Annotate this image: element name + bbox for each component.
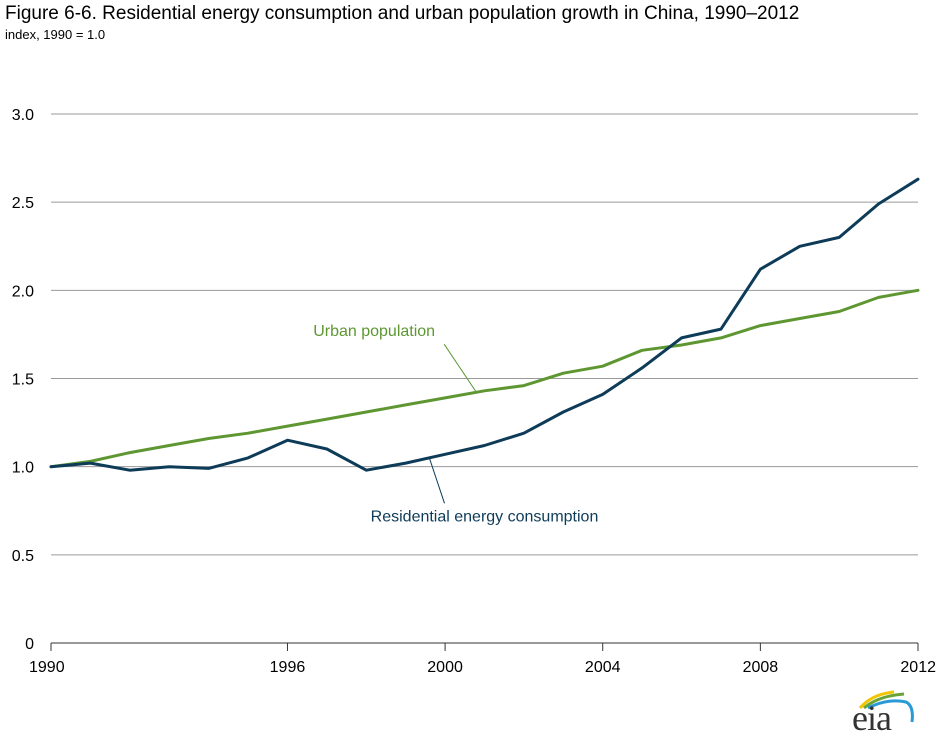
chart-subtitle: index, 1990 = 1.0: [5, 27, 106, 42]
y-tick-label: 0.5: [12, 548, 34, 565]
x-axis: 1990 1996 2000 2004 2008 2012: [29, 642, 936, 676]
eia-logo: [848, 688, 918, 734]
y-tick-label: 1.5: [12, 372, 34, 389]
y-tick-label: 3.0: [12, 107, 34, 124]
x-tick-label: 2008: [743, 659, 779, 676]
x-tick-label: 1996: [270, 659, 306, 676]
series-line-residential-energy: [49, 177, 920, 472]
series-labels: Urban population Residential energy consu…: [313, 323, 598, 525]
leader-line: [443, 343, 478, 393]
y-tick-label: 2.0: [12, 283, 34, 300]
series-line-urban-population: [49, 288, 920, 469]
chart-title: Figure 6-6. Residential energy consumpti…: [5, 3, 800, 24]
y-tick-label: 2.5: [12, 195, 34, 212]
series-label: Urban population: [313, 323, 435, 340]
y-tick-label: 1.0: [12, 460, 34, 477]
leader-line: [428, 457, 445, 504]
x-tick-label: 2012: [900, 659, 936, 676]
series-lines: [49, 177, 920, 472]
x-tick-label: 2000: [427, 659, 463, 676]
y-tick-label: 0: [25, 636, 34, 653]
gridlines: [51, 113, 918, 556]
y-axis-ticks: 0 0.5 1.0 1.5 2.0 2.5 3.0: [12, 107, 34, 653]
x-tick-label: 2004: [585, 659, 621, 676]
series-label: Residential energy consumption: [371, 508, 599, 525]
x-tick-label: 1990: [29, 659, 65, 676]
eia-logo-swoosh-icon: [858, 690, 914, 723]
eia-logo-text: eia: [852, 698, 892, 738]
